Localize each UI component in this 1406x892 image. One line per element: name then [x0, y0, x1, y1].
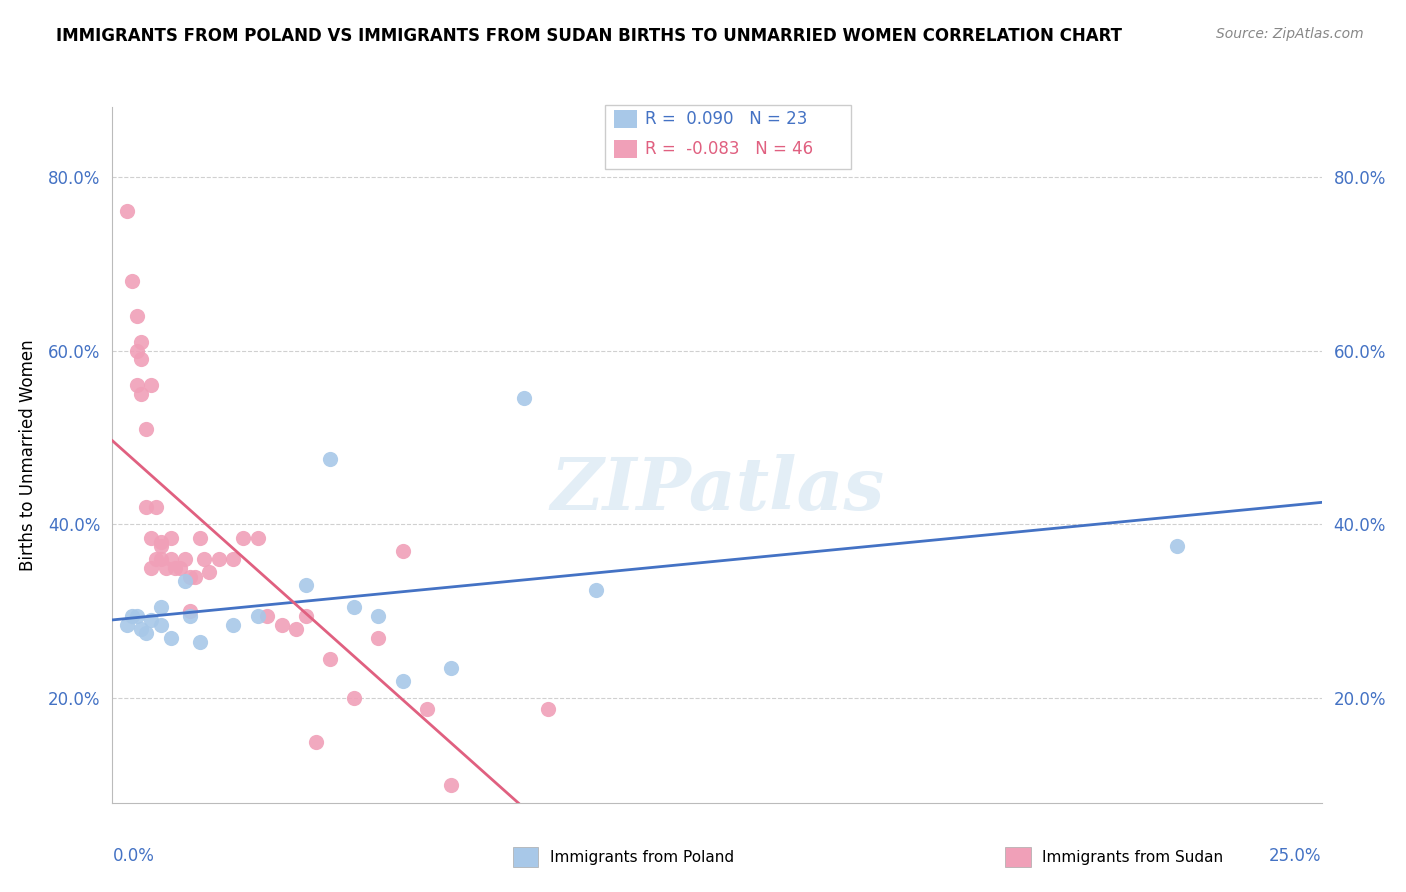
Point: [174, 574, 197, 588]
Point: [391, 674, 413, 689]
Point: [159, 531, 181, 545]
Point: [179, 608, 201, 623]
Point: [416, 702, 439, 716]
Point: [198, 566, 221, 580]
Point: [319, 652, 342, 666]
Text: Source: ZipAtlas.com: Source: ZipAtlas.com: [1216, 27, 1364, 41]
Point: [222, 617, 245, 632]
Point: [391, 543, 413, 558]
Point: [131, 334, 153, 349]
Point: [135, 422, 157, 436]
Point: [141, 531, 163, 545]
Text: R =  0.090   N = 23: R = 0.090 N = 23: [645, 110, 807, 128]
Text: Immigrants from Poland: Immigrants from Poland: [550, 850, 734, 864]
Point: [188, 531, 211, 545]
Point: [131, 387, 153, 401]
Point: [270, 617, 292, 632]
Point: [512, 392, 534, 406]
Point: [440, 661, 463, 675]
Point: [159, 552, 181, 566]
Text: Immigrants from Sudan: Immigrants from Sudan: [1042, 850, 1223, 864]
Point: [149, 534, 172, 549]
Point: [125, 378, 148, 392]
Text: IMMIGRANTS FROM POLAND VS IMMIGRANTS FROM SUDAN BIRTHS TO UNMARRIED WOMEN CORREL: IMMIGRANTS FROM POLAND VS IMMIGRANTS FRO…: [56, 27, 1122, 45]
Point: [174, 552, 197, 566]
Point: [121, 274, 143, 288]
Point: [141, 613, 163, 627]
Point: [159, 631, 181, 645]
Point: [125, 608, 148, 623]
Point: [169, 561, 191, 575]
Point: [367, 608, 389, 623]
Point: [145, 500, 167, 514]
Point: [585, 582, 607, 597]
Y-axis label: Births to Unmarried Women: Births to Unmarried Women: [20, 339, 37, 571]
Point: [193, 552, 215, 566]
Point: [149, 552, 172, 566]
Point: [135, 626, 157, 640]
Point: [179, 570, 201, 584]
Point: [115, 204, 138, 219]
Point: [188, 635, 211, 649]
Point: [135, 500, 157, 514]
Point: [141, 561, 163, 575]
Point: [155, 561, 177, 575]
Point: [256, 608, 278, 623]
Point: [125, 309, 148, 323]
Point: [149, 539, 172, 553]
Point: [440, 778, 463, 792]
Point: [285, 622, 308, 636]
Point: [246, 531, 269, 545]
Point: [145, 552, 167, 566]
Point: [232, 531, 254, 545]
Text: ZIPatlas: ZIPatlas: [550, 454, 884, 525]
Text: R =  -0.083   N = 46: R = -0.083 N = 46: [645, 140, 814, 158]
Point: [141, 378, 163, 392]
Point: [131, 352, 153, 367]
Point: [319, 452, 342, 467]
Point: [179, 605, 201, 619]
Point: [183, 570, 205, 584]
Point: [222, 552, 245, 566]
Point: [537, 702, 560, 716]
Point: [246, 608, 269, 623]
Point: [367, 631, 389, 645]
Point: [165, 561, 187, 575]
Point: [131, 622, 153, 636]
Point: [125, 343, 148, 358]
Point: [1166, 539, 1188, 553]
Point: [115, 617, 138, 632]
Point: [149, 617, 172, 632]
Point: [149, 600, 172, 615]
Text: 25.0%: 25.0%: [1270, 847, 1322, 865]
Point: [304, 735, 326, 749]
Point: [343, 691, 366, 706]
Point: [295, 578, 318, 592]
Text: 0.0%: 0.0%: [112, 847, 155, 865]
Point: [208, 552, 231, 566]
Point: [343, 600, 366, 615]
Point: [121, 608, 143, 623]
Point: [295, 608, 318, 623]
